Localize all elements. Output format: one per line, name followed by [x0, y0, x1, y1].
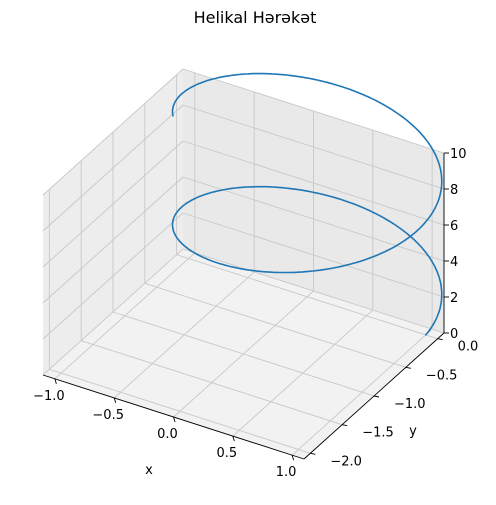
z-grid-line — [182, 104, 445, 190]
y-tick-label: 0.0 — [458, 340, 479, 355]
z-tick-label: 2 — [450, 291, 458, 306]
y-tick — [342, 424, 348, 427]
x-tick-label: 0.0 — [157, 427, 178, 442]
y-grid-line — [49, 368, 311, 454]
axes-panes — [43, 69, 444, 459]
y-grid-line — [81, 340, 343, 426]
x-tick-label: −0.5 — [92, 408, 124, 423]
y-tick-label: −1.0 — [394, 397, 426, 412]
x-tick — [173, 416, 176, 423]
y-tick — [437, 338, 443, 341]
z-grid-line — [182, 140, 445, 226]
x-tick — [54, 378, 57, 384]
x-tick-label: 1.0 — [276, 465, 297, 480]
x-axis-label: x — [145, 463, 153, 478]
z-grid-line — [42, 212, 184, 340]
y-grid-line — [176, 254, 438, 340]
z-grid-line — [182, 212, 445, 298]
z-tick-label: 4 — [450, 255, 458, 270]
z-grid-line — [42, 176, 184, 304]
y-grid-line — [112, 311, 375, 397]
y-tick — [373, 395, 380, 398]
y-axis-label: y — [409, 424, 417, 439]
y-tick — [405, 366, 411, 369]
x-tick-label: 0.5 — [216, 446, 237, 461]
z-grid-line — [42, 104, 184, 232]
y-grid-line — [144, 282, 406, 368]
x-tick — [113, 397, 117, 404]
tick-labels: −1.0−0.50.00.51.0−2.0−1.5−1.0−0.50.00246… — [33, 147, 478, 480]
y-tick — [310, 452, 316, 455]
y-tick-label: −2.0 — [330, 454, 362, 469]
chart-title: Helikal Hərəkət — [194, 8, 317, 27]
helix-series-line — [171, 72, 443, 336]
z-grid-line — [42, 140, 184, 268]
z-grid-line — [182, 176, 445, 262]
x-tick — [232, 435, 235, 442]
grid-lines — [42, 68, 445, 456]
z-grid-line — [42, 248, 184, 376]
tick-marks — [54, 152, 449, 461]
x-tick-label: −1.0 — [33, 389, 65, 404]
z-tick-label: 10 — [450, 147, 467, 162]
y-tick-label: −1.5 — [362, 426, 394, 441]
x-tick — [291, 455, 295, 461]
z-tick-label: 0 — [450, 327, 458, 342]
z-grid-line — [42, 68, 184, 196]
z-tick-label: 8 — [450, 183, 458, 198]
z-tick-label: 6 — [450, 219, 458, 234]
series-layer — [171, 72, 443, 336]
z-grid-line — [182, 68, 445, 154]
z-grid-line — [182, 248, 445, 334]
y-tick-label: −0.5 — [426, 368, 458, 383]
